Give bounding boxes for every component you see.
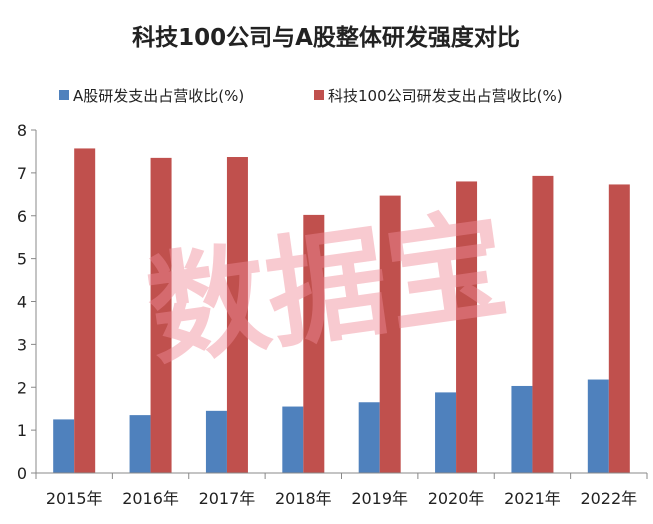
y-tick-label: 1: [17, 421, 27, 440]
chart-title: 科技100公司与A股整体研发强度对比: [132, 24, 520, 51]
bar-tech100-0: [74, 148, 96, 473]
bar-tech100-5: [456, 181, 478, 473]
y-tick-label: 0: [17, 464, 27, 483]
bar-tech100-3: [303, 214, 325, 473]
bar-tech100-2: [226, 157, 248, 474]
y-tick-label: 2: [17, 378, 27, 397]
x-tick-label: 2015年: [46, 489, 103, 508]
x-tick-label: 2022年: [580, 489, 637, 508]
bar-tech100-6: [532, 175, 554, 473]
bar-a-share-1: [129, 415, 151, 473]
bar-a-share-2: [205, 410, 227, 473]
legend-label-tech100: 科技100公司研发支出占营收比(%): [328, 87, 563, 105]
x-tick-label: 2019年: [351, 489, 408, 508]
bar-tech100-1: [150, 157, 172, 473]
bar-tech100-4: [379, 195, 401, 473]
bar-a-share-5: [435, 392, 457, 473]
bar-a-share-4: [358, 402, 380, 473]
bar-a-share-3: [282, 406, 304, 473]
y-tick-label: 6: [17, 207, 27, 226]
y-tick-label: 5: [17, 250, 27, 269]
x-tick-label: 2020年: [428, 489, 485, 508]
y-tick-label: 4: [17, 293, 27, 312]
legend-swatch-tech100: [314, 90, 324, 100]
y-tick-label: 3: [17, 335, 27, 354]
x-tick-label: 2016年: [122, 489, 179, 508]
x-tick-label: 2017年: [199, 489, 256, 508]
bar-tech100-7: [608, 184, 630, 474]
y-tick-label: 7: [17, 164, 27, 183]
x-axis: 2015年 2016年 2017年 2018年 2019年 2020年 2021年 2022年: [35, 472, 648, 508]
bar-a-share-0: [53, 419, 75, 473]
bar-a-share-6: [511, 385, 533, 473]
y-axis: 0 1 2 3 4 5 6 7 8: [17, 121, 37, 483]
x-tick-label: 2018年: [275, 489, 332, 508]
legend-swatch-a-share: [59, 90, 69, 100]
legend-label-a-share: A股研发支出占营收比(%): [73, 87, 244, 105]
bars: [53, 148, 630, 474]
bar-a-share-7: [587, 379, 609, 473]
x-tick-label: 2021年: [504, 489, 561, 508]
y-tick-label: 8: [17, 121, 27, 140]
